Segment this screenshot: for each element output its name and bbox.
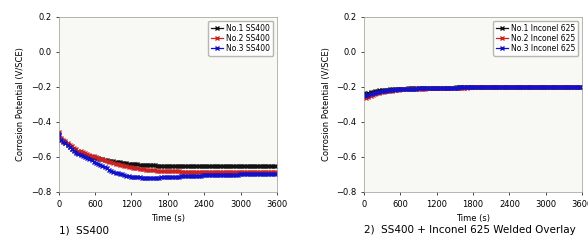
No.1 SS400: [69, 147, 76, 150]
No.2 Inconel 625: [487, 86, 495, 89]
No.1 Inconel 625: [500, 86, 507, 89]
No.1 SS400: [243, 165, 250, 168]
No.2 Inconel 625: [362, 97, 369, 100]
Y-axis label: Corrosion Potential (V/SCE): Corrosion Potential (V/SCE): [16, 48, 25, 161]
No.2 SS400: [182, 170, 189, 173]
Text: 2)  SS400 + Inconel 625 Welded Overlay: 2) SS400 + Inconel 625 Welded Overlay: [364, 225, 576, 235]
No.1 SS400: [201, 165, 208, 168]
Line: No.2 Inconel 625: No.2 Inconel 625: [362, 85, 584, 100]
Line: No.3 SS400: No.3 SS400: [57, 132, 279, 180]
No.3 SS400: [182, 175, 189, 178]
X-axis label: Time (s): Time (s): [151, 214, 185, 223]
No.3 SS400: [195, 174, 202, 177]
No.1 Inconel 625: [549, 85, 556, 88]
No.2 Inconel 625: [579, 85, 586, 88]
No.2 Inconel 625: [549, 85, 556, 88]
Text: 1)  SS400: 1) SS400: [59, 225, 109, 235]
Line: No.2 SS400: No.2 SS400: [57, 131, 279, 174]
No.2 SS400: [69, 145, 76, 148]
Line: No.3 Inconel 625: No.3 Inconel 625: [362, 85, 584, 98]
No.2 SS400: [221, 170, 228, 173]
No.1 Inconel 625: [362, 92, 369, 95]
No.1 SS400: [221, 165, 228, 168]
No.1 Inconel 625: [374, 89, 381, 92]
No.3 Inconel 625: [360, 94, 368, 97]
No.2 SS400: [188, 170, 195, 173]
No.2 SS400: [243, 170, 250, 173]
No.3 Inconel 625: [500, 85, 507, 88]
No.3 SS400: [69, 148, 76, 151]
No.3 SS400: [243, 173, 250, 176]
No.1 Inconel 625: [542, 85, 549, 88]
No.3 SS400: [221, 174, 228, 176]
No.1 Inconel 625: [360, 92, 368, 95]
No.2 SS400: [273, 170, 280, 173]
Y-axis label: Corrosion Potential (V/SCE): Corrosion Potential (V/SCE): [322, 48, 330, 161]
Line: No.1 Inconel 625: No.1 Inconel 625: [362, 85, 584, 96]
No.2 SS400: [194, 170, 201, 173]
No.1 SS400: [194, 165, 201, 168]
Line: No.1 SS400: No.1 SS400: [57, 133, 279, 168]
No.3 SS400: [146, 177, 153, 180]
No.3 Inconel 625: [526, 85, 533, 88]
No.3 Inconel 625: [579, 85, 586, 88]
No.3 Inconel 625: [549, 85, 556, 88]
No.1 Inconel 625: [487, 86, 495, 89]
No.1 Inconel 625: [526, 85, 533, 88]
No.2 Inconel 625: [360, 96, 368, 99]
No.1 SS400: [55, 134, 62, 137]
No.3 Inconel 625: [542, 85, 549, 88]
No.3 Inconel 625: [487, 86, 495, 89]
No.3 Inconel 625: [362, 95, 369, 97]
No.2 SS400: [201, 170, 208, 173]
No.3 SS400: [55, 133, 62, 136]
No.1 SS400: [273, 164, 280, 167]
No.2 Inconel 625: [493, 86, 500, 89]
No.1 SS400: [182, 164, 189, 167]
No.3 SS400: [188, 174, 195, 177]
No.2 Inconel 625: [374, 92, 381, 95]
X-axis label: Time (s): Time (s): [456, 214, 490, 223]
No.2 Inconel 625: [500, 86, 507, 89]
No.2 SS400: [55, 131, 62, 134]
No.1 Inconel 625: [579, 85, 586, 88]
No.1 Inconel 625: [493, 86, 500, 89]
Legend: No.1 Inconel 625, No.2 Inconel 625, No.3 Inconel 625: No.1 Inconel 625, No.2 Inconel 625, No.3…: [493, 21, 579, 56]
No.3 Inconel 625: [374, 90, 381, 93]
No.3 SS400: [273, 173, 280, 175]
No.1 SS400: [188, 164, 195, 167]
No.2 Inconel 625: [526, 85, 533, 88]
No.3 Inconel 625: [493, 86, 500, 89]
Legend: No.1 SS400, No.2 SS400, No.3 SS400: No.1 SS400, No.2 SS400, No.3 SS400: [208, 21, 273, 56]
